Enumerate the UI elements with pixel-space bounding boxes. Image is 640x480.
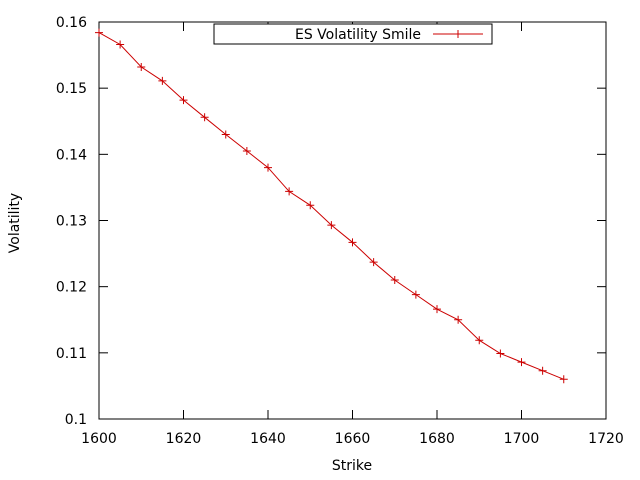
y-axis-label: Volatility: [7, 193, 23, 253]
data-point-marker: [158, 76, 167, 85]
data-point-marker: [411, 290, 420, 299]
legend-marker-sample: [454, 30, 462, 38]
x-tick-label: 1600: [81, 431, 117, 447]
x-tick-label: 1660: [335, 431, 371, 447]
data-point-marker: [285, 187, 294, 196]
x-tick-label: 1640: [250, 431, 286, 447]
data-point-marker: [496, 349, 505, 358]
data-point-marker: [179, 96, 188, 105]
y-tick-label: 0.15: [56, 81, 87, 97]
y-tick-label: 0.11: [56, 346, 87, 362]
y-axis: 0.1 0.11 0.12 0.13 0.14 0.15 0.16: [56, 15, 606, 428]
data-point-marker: [264, 163, 272, 172]
series-layer: [95, 28, 568, 384]
x-tick-label: 1620: [166, 431, 202, 447]
x-axis: 1600 1620 1640 1660 1680 1700 1720: [81, 22, 624, 447]
x-tick-label: 1680: [419, 431, 455, 447]
x-axis-label: Strike: [332, 458, 372, 474]
legend-series-sample: [433, 30, 483, 38]
data-point-marker: [538, 366, 547, 375]
series-line: [98, 32, 564, 380]
legend: ES Volatility Smile: [213, 23, 493, 45]
x-tick-label: 1720: [588, 431, 624, 447]
data-point-marker: [348, 238, 357, 247]
data-point-marker: [200, 113, 209, 122]
data-point-marker: [559, 375, 568, 384]
legend-box: [213, 23, 493, 45]
data-point-marker: [433, 305, 441, 314]
y-tick-label: 0.13: [56, 214, 87, 230]
data-point-marker: [369, 258, 378, 267]
x-tick-label: 1700: [504, 431, 540, 447]
y-tick-label: 0.1: [65, 412, 87, 428]
data-point-marker: [137, 62, 146, 71]
data-point-marker: [327, 221, 336, 230]
data-point-marker: [95, 28, 103, 37]
data-point-marker: [390, 276, 399, 285]
legend-label: ES Volatility Smile: [295, 27, 421, 43]
data-point-marker: [475, 336, 484, 345]
plot-frame: [98, 21, 607, 420]
data-point-marker: [116, 40, 125, 49]
data-point-marker: [454, 315, 463, 324]
y-tick-label: 0.16: [56, 15, 87, 31]
data-point-marker: [242, 147, 251, 156]
y-tick-label: 0.12: [56, 280, 87, 296]
data-point-marker: [306, 201, 315, 210]
y-tick-label: 0.14: [56, 147, 87, 163]
data-point-marker: [517, 358, 526, 367]
data-point-marker: [221, 130, 230, 139]
